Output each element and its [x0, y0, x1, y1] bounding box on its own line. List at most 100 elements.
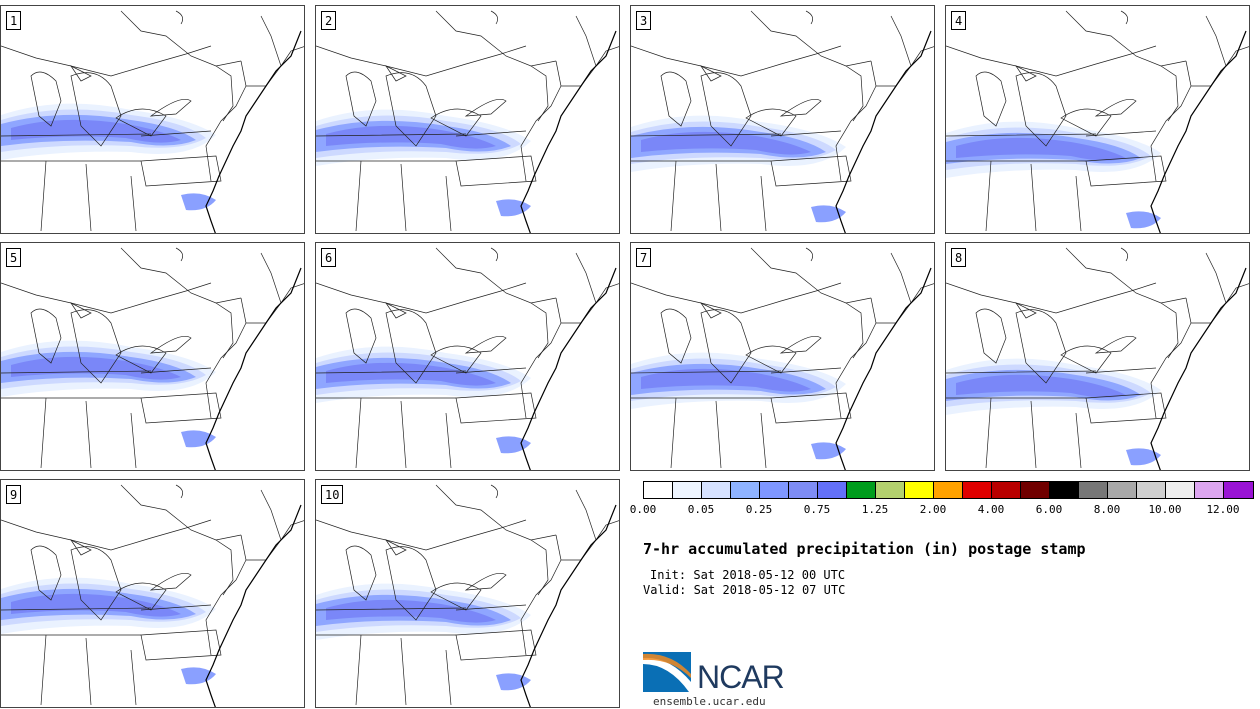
- border-line: [1, 634, 141, 706]
- border-line: [215, 65, 234, 122]
- precip-map: [316, 247, 619, 470]
- border-line: [745, 108, 797, 137]
- border-line: [876, 252, 912, 324]
- border-line: [530, 302, 549, 359]
- border-line: [660, 308, 692, 364]
- member-panel-1[interactable]: 1: [0, 5, 305, 234]
- border-line: [430, 582, 482, 611]
- member-panel-3[interactable]: 3: [630, 5, 935, 234]
- coastline: [1150, 267, 1247, 470]
- member-label: 5: [6, 248, 22, 267]
- border-line: [1094, 335, 1137, 354]
- border-line: [120, 10, 242, 67]
- coastline: [205, 30, 302, 233]
- border-line: [700, 72, 752, 147]
- precip-area: [641, 368, 811, 392]
- precip-map: [316, 10, 619, 233]
- legend-swatch: [1021, 482, 1050, 498]
- border-line: [464, 335, 507, 354]
- member-panel-9[interactable]: 9: [0, 479, 305, 708]
- precip-map: [1, 484, 304, 707]
- border-line: [910, 46, 934, 67]
- border-line: [140, 155, 222, 187]
- legend-tick-label: 2.00: [919, 503, 947, 516]
- border-line: [215, 539, 234, 596]
- border-line: [280, 46, 304, 67]
- member-panel-10[interactable]: 10: [315, 479, 620, 708]
- border-line: [430, 345, 482, 374]
- member-label: 7: [636, 248, 652, 267]
- coastline: [520, 504, 617, 707]
- member-panel-4[interactable]: 4: [945, 5, 1250, 234]
- lake-outline: [699, 247, 813, 319]
- border-line: [1085, 155, 1167, 187]
- legend-tick-label: 10.00: [1148, 503, 1182, 516]
- legend-swatch: [1137, 482, 1166, 498]
- border-line: [946, 160, 1086, 232]
- border-line: [70, 309, 122, 384]
- border-line: [345, 308, 377, 364]
- border-line: [316, 519, 527, 551]
- border-line: [1, 367, 212, 374]
- coastline: [1150, 30, 1247, 233]
- border-line: [975, 71, 1007, 127]
- border-line: [946, 45, 1157, 77]
- border-line: [316, 604, 527, 611]
- border-line: [1225, 283, 1249, 304]
- border-line: [561, 489, 597, 561]
- border-line: [149, 335, 192, 354]
- legend-swatch: [1224, 482, 1253, 498]
- border-line: [316, 367, 527, 374]
- border-line: [595, 520, 619, 541]
- member-panel-6[interactable]: 6: [315, 242, 620, 471]
- border-line: [205, 297, 247, 419]
- border-line: [835, 60, 877, 182]
- border-line: [700, 309, 752, 384]
- border-line: [316, 45, 527, 77]
- border-line: [631, 282, 842, 314]
- border-line: [520, 534, 562, 656]
- precip-area: [956, 374, 1126, 398]
- precip-map: [1, 10, 304, 233]
- precip-map: [316, 484, 619, 707]
- precip-map: [631, 247, 934, 470]
- border-line: [631, 45, 842, 77]
- legend-swatch: [1050, 482, 1079, 498]
- border-line: [631, 367, 842, 374]
- coastline: [205, 504, 302, 707]
- valid-time: Valid: Sat 2018-05-12 07 UTC: [643, 583, 846, 597]
- border-line: [1150, 60, 1192, 182]
- legend-tick-label: 0.75: [803, 503, 831, 516]
- precip-area: [181, 667, 216, 685]
- member-panel-5[interactable]: 5: [0, 242, 305, 471]
- border-line: [946, 397, 1086, 469]
- member-panel-7[interactable]: 7: [630, 242, 935, 471]
- border-line: [430, 108, 482, 137]
- border-line: [464, 572, 507, 591]
- border-line: [631, 397, 771, 469]
- legend-tick-label: 0.05: [687, 503, 715, 516]
- border-line: [280, 283, 304, 304]
- precip-map: [1, 247, 304, 470]
- lake-outline: [384, 247, 498, 319]
- border-line: [1, 397, 141, 469]
- border-line: [70, 546, 122, 621]
- member-label: 2: [321, 11, 337, 30]
- legend-tick-label: 0.25: [745, 503, 773, 516]
- legend-tick-label: 4.00: [977, 503, 1005, 516]
- lake-outline: [1014, 247, 1128, 319]
- site-url: ensemble.ucar.edu: [653, 695, 766, 708]
- init-time: Init: Sat 2018-05-12 00 UTC: [650, 568, 846, 582]
- legend-swatch: [1195, 482, 1224, 498]
- precip-area: [1126, 448, 1161, 466]
- border-line: [345, 71, 377, 127]
- border-line: [455, 392, 537, 424]
- precip-area: [956, 137, 1126, 161]
- border-line: [120, 247, 242, 304]
- lake-outline: [384, 484, 498, 556]
- member-panel-8[interactable]: 8: [945, 242, 1250, 471]
- border-line: [779, 98, 822, 117]
- border-line: [845, 65, 864, 122]
- member-panel-2[interactable]: 2: [315, 5, 620, 234]
- precip-area: [1126, 211, 1161, 229]
